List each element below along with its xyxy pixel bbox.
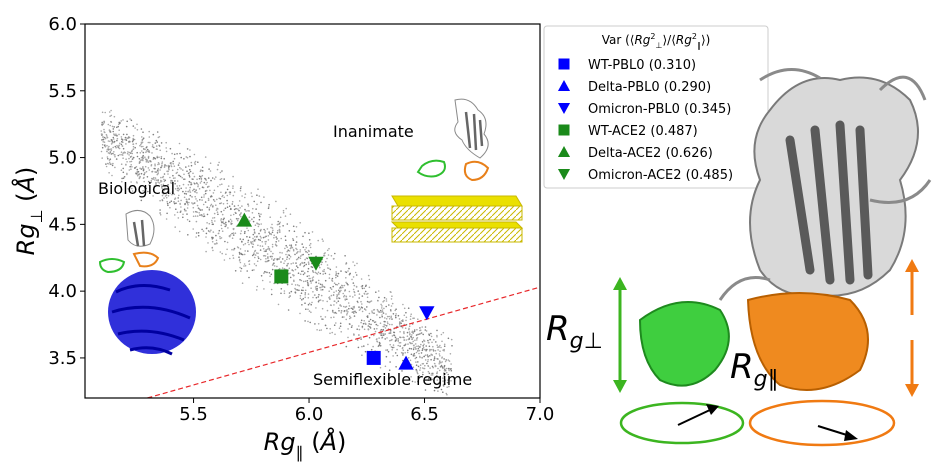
y-tick-label-5: 6.0 — [48, 14, 77, 35]
inset-protein-biological — [98, 210, 196, 356]
orange-ellipse — [748, 399, 896, 447]
legend-marker-5 — [557, 169, 571, 181]
plot-frame — [84, 23, 541, 399]
protein-structure-illustration — [638, 68, 932, 391]
legend-label-4: Delta-ACE2 (0.626) — [588, 146, 713, 161]
x-tick-label-2: 6.5 — [410, 404, 439, 425]
data-point-2-0 — [419, 306, 435, 321]
legend-marker-0 — [558, 58, 570, 70]
legend-marker-3 — [558, 124, 570, 136]
y-tick-label-2: 4.5 — [48, 214, 77, 235]
legend-marker-2 — [557, 103, 571, 115]
x-tick-label-1: 6.0 — [295, 404, 324, 425]
legend-marker-4 — [557, 145, 571, 157]
data-point-4-0 — [236, 212, 253, 227]
data-markers — [236, 212, 435, 370]
legend: Var (⟨Rg2⊥⟩/⟨Rg2∥⟩) WT-PBL0 (0.310) Delta… — [543, 25, 769, 189]
perpendicular-arrow — [613, 277, 627, 393]
legend-label-1: Delta-PBL0 (0.290) — [588, 80, 711, 95]
y-tick-label-1: 4.0 — [48, 281, 77, 302]
annotation-biological: Biological — [98, 179, 175, 198]
semiflexible-boundary-line — [147, 286, 540, 398]
data-point-3-0 — [274, 269, 289, 284]
data-point-0-0 — [366, 350, 381, 365]
x-axis-label: Rg∥ (Å) — [264, 427, 347, 462]
parallel-arrow — [905, 259, 919, 397]
inset-crystal-lattice — [390, 195, 524, 243]
background-point-cloud — [100, 109, 453, 396]
y-axis-label: Rg⊥ (Å) — [11, 167, 46, 256]
legend-label-3: WT-ACE2 (0.487) — [588, 124, 698, 139]
annotation-semiflexible: Semiflexible regime — [313, 370, 472, 389]
green-ellipse — [619, 401, 745, 445]
legend-label-5: Omicron-ACE2 (0.485) — [588, 168, 733, 183]
rg-par-label: Rg∥ — [730, 347, 779, 392]
axis-ticks: 5.5 6.0 6.5 7.0 3.5 4.0 4.5 5.0 5.5 6.0 — [48, 14, 554, 425]
legend-label-2: Omicron-PBL0 (0.345) — [588, 102, 731, 117]
y-tick-label-4: 5.5 — [48, 81, 77, 102]
inset-protein-inanimate — [416, 98, 490, 182]
annotation-inanimate: Inanimate — [333, 122, 414, 141]
rg-perp-label: Rg⊥ — [546, 309, 603, 354]
x-tick-label-3: 7.0 — [526, 404, 555, 425]
legend-title: Var (⟨Rg2⊥⟩/⟨Rg2∥⟩) — [602, 32, 711, 50]
legend-label-0: WT-PBL0 (0.310) — [588, 58, 696, 73]
y-tick-label-0: 3.5 — [48, 348, 77, 369]
data-point-1-0 — [398, 355, 414, 370]
legend-marker-1 — [557, 79, 571, 91]
x-tick-label-0: 5.5 — [179, 404, 208, 425]
data-point-5-0 — [308, 256, 324, 271]
y-tick-label-3: 5.0 — [48, 148, 77, 169]
